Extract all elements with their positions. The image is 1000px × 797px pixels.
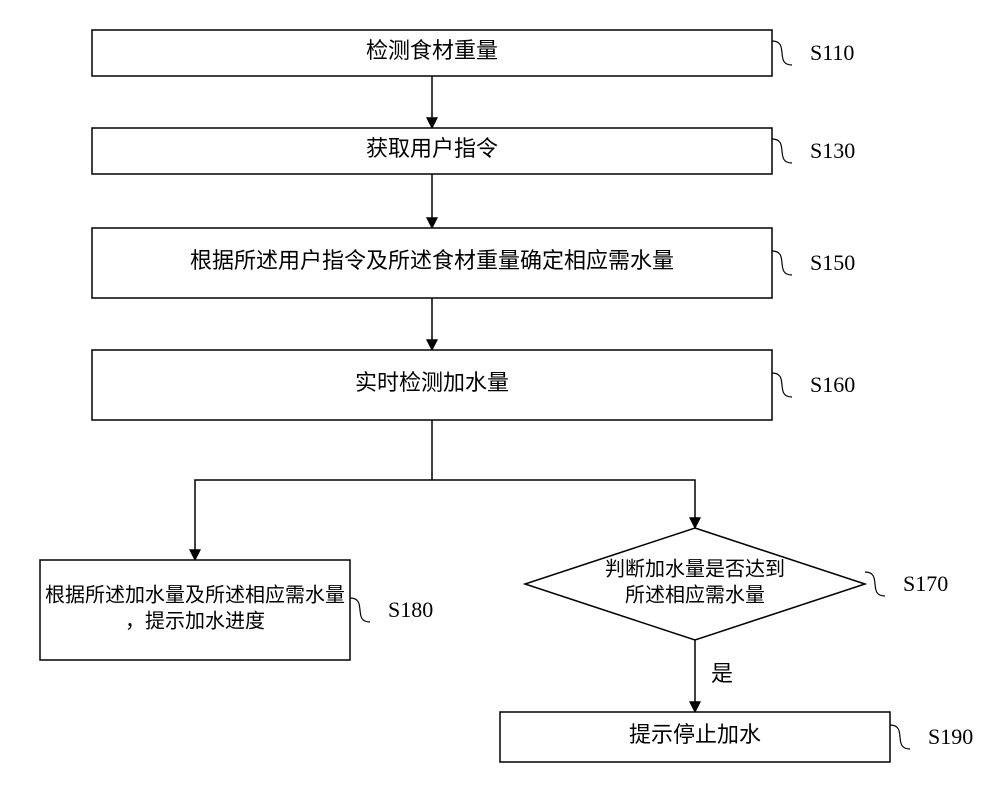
node-s150-text-0: 根据所述用户指令及所述食材重量确定相应需水量 xyxy=(190,248,674,273)
node-s190-text-0: 提示停止加水 xyxy=(629,722,761,747)
label-s150: S150 xyxy=(810,250,855,275)
node-s180-text-1: ，提示加水进度 xyxy=(125,610,265,633)
node-s180-text-0: 根据所述加水量及所述相应需水量 xyxy=(45,584,345,607)
edge-branch-s170 xyxy=(432,480,695,528)
node-s170: 判断加水量是否达到所述相应需水量 xyxy=(525,528,865,640)
edge-branch-s180 xyxy=(195,480,432,560)
curl-s180 xyxy=(350,598,370,622)
label-s160: S160 xyxy=(810,372,855,397)
label-s170: S170 xyxy=(903,571,948,596)
node-s180: 根据所述加水量及所述相应需水量 ，提示加水进度 xyxy=(40,560,350,660)
curl-s170 xyxy=(865,572,885,596)
node-s160-text-0: 实时检测加水量 xyxy=(355,370,509,395)
curl-s110 xyxy=(772,41,792,65)
node-s170-text-0: 判断加水量是否达到 xyxy=(605,558,785,581)
edge-label-s170-s190: 是 xyxy=(711,661,733,686)
node-s190: 提示停止加水 xyxy=(500,712,890,762)
nodes-layer: 检测食材重量获取用户指令根据所述用户指令及所述食材重量确定相应需水量实时检测加水… xyxy=(40,30,890,762)
curl-s190 xyxy=(890,725,910,749)
node-s110-text-0: 检测食材重量 xyxy=(366,38,498,63)
curl-s150 xyxy=(772,251,792,275)
node-s170-text-1: 所述相应需水量 xyxy=(625,584,765,607)
label-s110: S110 xyxy=(810,40,854,65)
node-s130-text-0: 获取用户指令 xyxy=(366,136,498,161)
label-s190: S190 xyxy=(928,724,973,749)
node-s110: 检测食材重量 xyxy=(92,30,772,76)
node-s160: 实时检测加水量 xyxy=(92,350,772,420)
curl-s160 xyxy=(772,373,792,397)
label-s130: S130 xyxy=(810,138,855,163)
node-s150: 根据所述用户指令及所述食材重量确定相应需水量 xyxy=(92,228,772,298)
curl-s130 xyxy=(772,139,792,163)
node-s130: 获取用户指令 xyxy=(92,128,772,174)
label-s180: S180 xyxy=(388,597,433,622)
